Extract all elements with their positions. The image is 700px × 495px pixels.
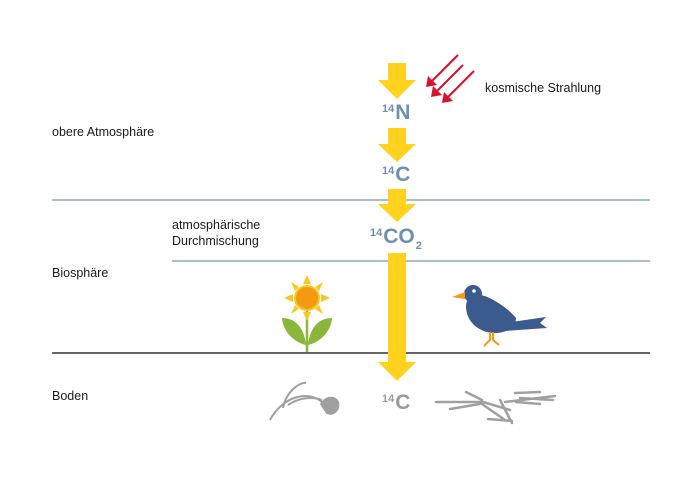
isotope-c14-mass: 14 [382,165,395,177]
zone-label-upper-atmosphere: obere Atmosphäre [52,125,155,139]
flower-icon [282,275,332,352]
isotope-soil-c14: 14C [382,392,410,417]
cosmic-radiation-label: kosmische Strahlung [485,81,602,95]
isotope-n14-mass: 14 [382,103,395,115]
cosmic-radiation-arrows [426,54,475,103]
fossil-bird-icon [434,390,557,425]
arrow-to-soil [378,253,416,381]
isotope-co2-mass: 14 [370,227,383,239]
zone-label-soil: Boden [52,389,89,403]
isotope-soil-c14-mass: 14 [382,393,395,405]
isotope-co2: 14CO2 [370,225,422,253]
isotope-c14: 14C [382,164,410,189]
isotope-n14: 14N [382,102,410,127]
isotope-c14-symbol: C [395,163,411,186]
isotope-soil-c14-symbol: C [395,391,411,414]
fossil-flower-icon [269,381,340,421]
zone-label-biosphere: Biosphäre [52,266,109,280]
arrow-to-co2 [378,189,416,222]
isotope-n14-symbol: N [395,101,411,124]
mixing-label-line1: atmosphärische [172,218,261,232]
arrow-to-n14 [378,63,416,99]
bird-icon [452,285,547,347]
mixing-label-line2: Durchmischung [172,234,259,248]
arrow-to-c14 [378,128,416,162]
isotope-co2-symbol: CO [383,225,415,248]
isotope-co2-subscript: 2 [415,240,422,252]
